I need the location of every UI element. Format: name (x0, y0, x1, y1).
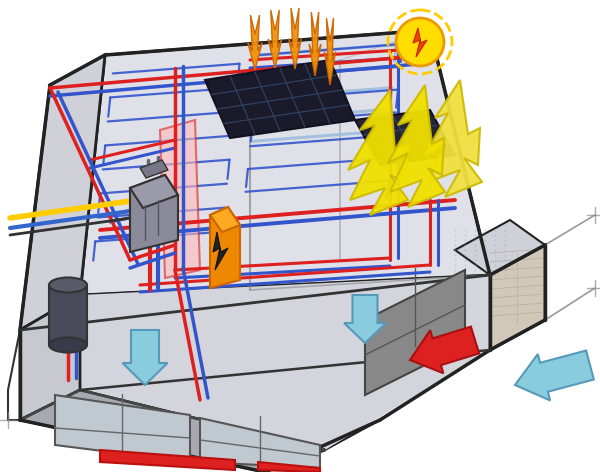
Circle shape (396, 18, 444, 66)
Polygon shape (80, 275, 490, 450)
Polygon shape (213, 232, 228, 270)
Polygon shape (80, 30, 490, 295)
Polygon shape (309, 12, 321, 76)
Polygon shape (455, 220, 545, 275)
FancyArrow shape (410, 327, 479, 373)
Polygon shape (49, 285, 87, 345)
Polygon shape (20, 390, 325, 472)
Ellipse shape (49, 278, 87, 293)
Polygon shape (100, 450, 235, 470)
Polygon shape (20, 390, 325, 472)
Polygon shape (490, 245, 545, 350)
FancyArrow shape (515, 351, 594, 400)
Polygon shape (268, 10, 282, 68)
Polygon shape (80, 275, 490, 450)
Polygon shape (55, 395, 190, 462)
Polygon shape (289, 8, 301, 69)
Polygon shape (140, 160, 168, 178)
Polygon shape (205, 60, 355, 138)
Polygon shape (348, 90, 408, 215)
FancyArrow shape (344, 295, 386, 343)
Polygon shape (130, 175, 178, 252)
Polygon shape (365, 270, 465, 395)
Polygon shape (425, 80, 482, 197)
Polygon shape (210, 207, 240, 232)
Polygon shape (160, 120, 200, 278)
Polygon shape (413, 28, 427, 57)
Polygon shape (210, 207, 240, 288)
FancyArrow shape (122, 330, 167, 385)
Polygon shape (200, 418, 320, 468)
Polygon shape (20, 55, 105, 330)
Polygon shape (388, 85, 445, 207)
Polygon shape (325, 18, 335, 85)
Polygon shape (130, 175, 178, 208)
Polygon shape (258, 462, 320, 472)
Polygon shape (248, 15, 262, 70)
Polygon shape (355, 110, 455, 165)
Ellipse shape (49, 337, 87, 353)
Polygon shape (20, 295, 80, 420)
